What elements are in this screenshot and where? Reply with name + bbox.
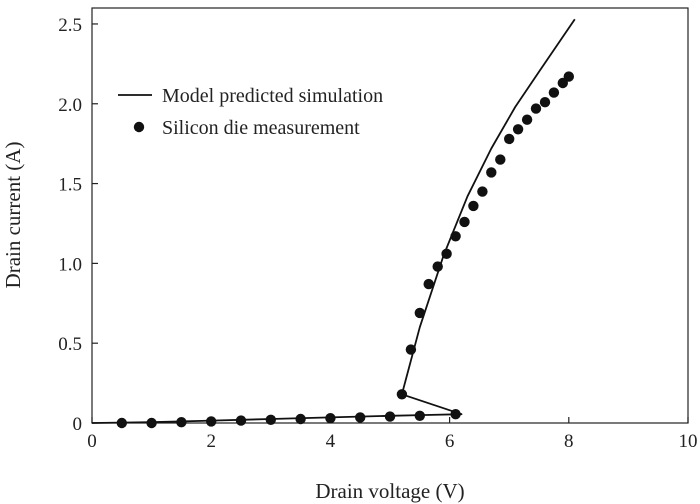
measurement-point (441, 248, 452, 259)
y-tick-label: 0 (73, 414, 83, 435)
measurement-point (468, 200, 479, 212)
measurement-point (384, 411, 396, 422)
x-tick-label: 10 (679, 431, 698, 452)
measurement-point (295, 413, 306, 425)
measurement-point (423, 278, 434, 290)
series-layer (91, 18, 576, 429)
measurement-point (325, 413, 336, 424)
measurement-point (432, 261, 443, 272)
measurement-point (459, 216, 470, 228)
measurement-point (450, 231, 461, 242)
measurement-point (539, 97, 551, 108)
measurement-point (495, 154, 506, 165)
legend-label-simulation: Model predicted simulation (162, 85, 383, 107)
measurement-point (116, 417, 128, 429)
y-tick-label: 1.5 (58, 175, 82, 196)
axis-ticks: 0 2 4 6 8 10 0 0.5 1.0 1.5 2.0 2.5 (58, 15, 697, 452)
x-tick-label: 4 (326, 431, 336, 452)
y-axis-title: Drain current (A) (1, 142, 25, 289)
measurement-point (235, 415, 247, 426)
measurement-point (396, 389, 408, 400)
measurement-point (530, 103, 542, 114)
measurement-point (477, 186, 488, 197)
plot-frame (91, 7, 689, 424)
measurement-point (504, 133, 515, 145)
measurement-point (450, 409, 461, 420)
measurement-point (405, 344, 417, 355)
measurement-point (486, 167, 497, 178)
legend-marker-swatch (133, 121, 145, 133)
measurement-point (355, 412, 366, 423)
x-tick-label: 0 (87, 431, 97, 452)
x-tick-label: 2 (206, 431, 216, 452)
measurement-point (414, 307, 425, 319)
measurement-point (548, 87, 560, 98)
measurement-point (206, 416, 217, 427)
x-tick-label: 6 (445, 431, 455, 452)
measurement-point (414, 410, 425, 421)
legend-label-measurement: Silicon die measurement (162, 117, 360, 139)
measurement-point (512, 124, 524, 135)
measurement-point (563, 71, 574, 82)
measurement-point (265, 414, 276, 425)
x-tick-label: 8 (564, 431, 574, 452)
x-axis-title: Drain voltage (V) (315, 479, 464, 503)
measurement-point (146, 417, 157, 429)
legend: Model predicted simulation Silicon die m… (118, 85, 383, 139)
measurement-point (176, 417, 187, 428)
y-tick-label: 2.0 (58, 95, 82, 116)
y-tick-label: 1.0 (58, 254, 82, 275)
y-tick-label: 2.5 (58, 15, 82, 36)
y-tick-label: 0.5 (58, 334, 82, 355)
measurement-point (521, 114, 533, 125)
